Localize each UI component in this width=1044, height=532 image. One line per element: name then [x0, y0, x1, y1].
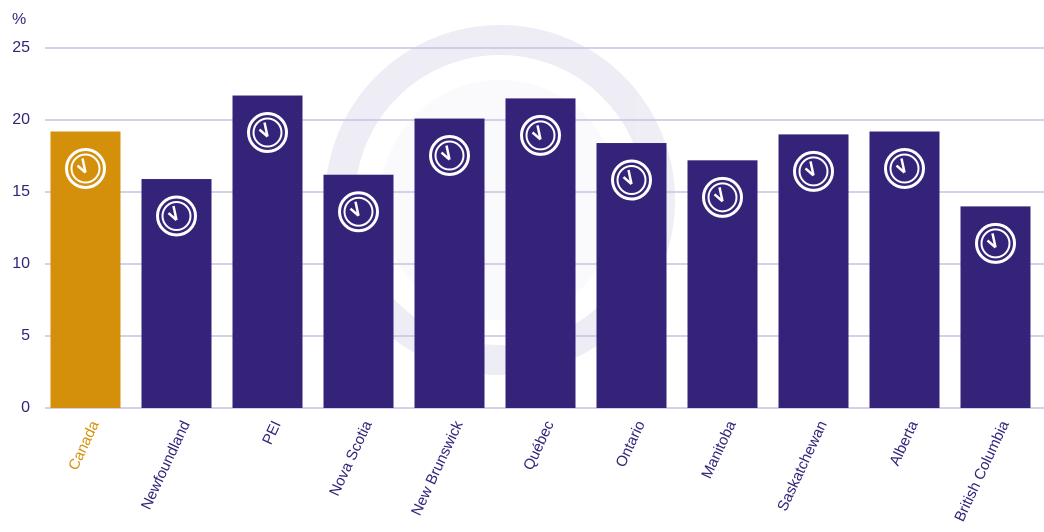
y-tick-label: 0	[21, 399, 30, 416]
clock-face-inner	[707, 182, 738, 213]
clock-icon	[247, 112, 288, 154]
bar	[778, 134, 849, 408]
clock-hand	[809, 161, 815, 176]
clock-face-inner	[798, 156, 829, 187]
clock-icon	[702, 176, 743, 218]
clock-face-inner	[434, 140, 465, 171]
bar	[505, 98, 576, 409]
clock-icon	[429, 135, 470, 177]
clock-icon	[156, 195, 197, 237]
x-tick-label: PEI	[259, 418, 285, 447]
clock-face	[338, 191, 379, 233]
bar	[232, 95, 303, 409]
bar	[141, 179, 212, 408]
clock-hand	[167, 212, 178, 221]
clock-face	[520, 114, 561, 156]
y-tick-label: 15	[12, 183, 30, 200]
bar	[869, 131, 940, 408]
clock-hand	[986, 239, 997, 249]
clock-hand	[531, 131, 542, 141]
x-tick-label: Ontario	[613, 418, 649, 470]
clock-hand	[349, 207, 360, 217]
x-tick-label: Manitoba	[698, 418, 740, 482]
x-tick-label: Québec	[520, 418, 558, 473]
clock-face-inner	[889, 153, 920, 184]
bar	[596, 143, 667, 409]
y-axis-label: %	[12, 11, 26, 28]
clock-face	[65, 148, 106, 190]
clock-hand	[445, 145, 451, 160]
clock-face	[247, 112, 288, 154]
clock-hand	[900, 158, 906, 173]
clock-hand	[536, 125, 542, 140]
bar	[960, 206, 1031, 408]
clock-face	[611, 159, 652, 201]
clock-hand	[713, 193, 724, 203]
clock-face	[975, 222, 1016, 264]
clock-hand	[263, 122, 269, 137]
clock-icon	[975, 222, 1016, 264]
x-tick-label: Canada	[65, 418, 103, 473]
clock-face-inner	[161, 201, 192, 232]
clock-face-inner	[343, 196, 374, 227]
y-tick-label: 20	[12, 111, 30, 128]
x-tick-label: Newfoundland	[138, 418, 194, 512]
y-tick-label: 25	[12, 39, 30, 56]
clock-icon	[520, 114, 561, 156]
clock-hand	[622, 176, 633, 185]
x-tick-label: Nova Scotia	[326, 418, 376, 499]
clock-hand	[440, 151, 451, 161]
clock-icon	[884, 148, 925, 190]
x-tick-label: Alberta	[886, 418, 922, 469]
bar	[323, 174, 394, 408]
clock-icon	[338, 191, 379, 233]
clock-hand	[76, 164, 87, 174]
clock-hand	[991, 233, 997, 248]
clock-face-inner	[525, 120, 556, 151]
x-tick-label: Saskatchewan	[774, 418, 831, 514]
clock-icon	[65, 148, 106, 190]
clock-hand	[718, 187, 724, 202]
clock-face	[156, 195, 197, 237]
clock-face-inner	[616, 165, 647, 196]
y-tick-label: 10	[12, 255, 30, 272]
clock-icon	[793, 150, 834, 192]
clock-hand	[804, 167, 815, 177]
clock-face-inner	[252, 117, 283, 148]
y-tick-label: 5	[21, 327, 30, 344]
clock-face-inner	[70, 153, 101, 184]
clock-hand	[354, 201, 360, 216]
clock-face	[793, 150, 834, 192]
clock-hand	[81, 158, 87, 173]
clock-hand	[627, 169, 633, 185]
bar	[687, 160, 758, 408]
clock-face	[884, 148, 925, 190]
clock-hand	[172, 205, 178, 221]
bar	[414, 118, 485, 408]
clock-face	[429, 135, 470, 177]
clock-hand	[895, 164, 906, 174]
x-tick-label: British Columbia	[951, 418, 1013, 525]
x-tick-label: New Brunswick	[408, 418, 467, 519]
clock-icon	[611, 159, 652, 201]
clock-hand	[258, 128, 269, 138]
clock-face	[702, 176, 743, 218]
bar	[50, 131, 121, 408]
clock-face-inner	[980, 228, 1011, 259]
